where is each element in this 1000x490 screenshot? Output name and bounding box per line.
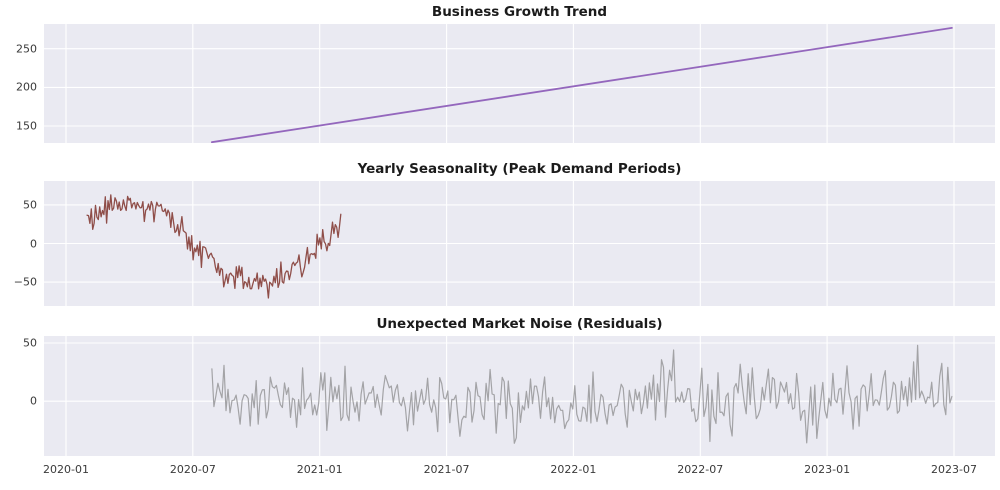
series-line-trend: [210, 27, 953, 143]
chart-seasonality-plot: [44, 181, 995, 306]
x-tick-label: 2021-01: [296, 463, 343, 476]
x-tick-label: 2020-07: [169, 463, 216, 476]
y-tick-label: 150: [16, 119, 37, 133]
x-tick-label: 2020-01: [43, 463, 89, 476]
chart-residuals-plot: [44, 336, 995, 456]
x-tick-label: 2021-07: [423, 463, 470, 476]
x-tick-label: 2022-01: [550, 463, 597, 476]
x-tick-label: 2022-07: [677, 463, 724, 476]
y-tick-label: 200: [16, 80, 37, 94]
y-tick-label: 50: [23, 198, 37, 212]
series-line-residuals: [211, 344, 953, 444]
x-tick-label: 2023-07: [930, 463, 977, 476]
plot-background: [44, 336, 995, 456]
chart-seasonality-title: Yearly Seasonality (Peak Demand Periods): [357, 161, 682, 177]
chart-trend-plot: [44, 24, 995, 143]
chart-residuals-title: Unexpected Market Noise (Residuals): [376, 316, 663, 332]
plot-background: [44, 24, 995, 143]
chart-trend-title: Business Growth Trend: [431, 4, 608, 20]
y-tick-label: 0: [30, 394, 37, 408]
series-line-seasonality: [86, 194, 342, 299]
x-tick-label: 2023-01: [804, 463, 851, 476]
y-tick-label: 50: [23, 336, 37, 350]
y-tick-label: 250: [16, 42, 37, 56]
y-tick-label: 0: [30, 237, 37, 250]
y-tick-label: −50: [13, 275, 37, 289]
